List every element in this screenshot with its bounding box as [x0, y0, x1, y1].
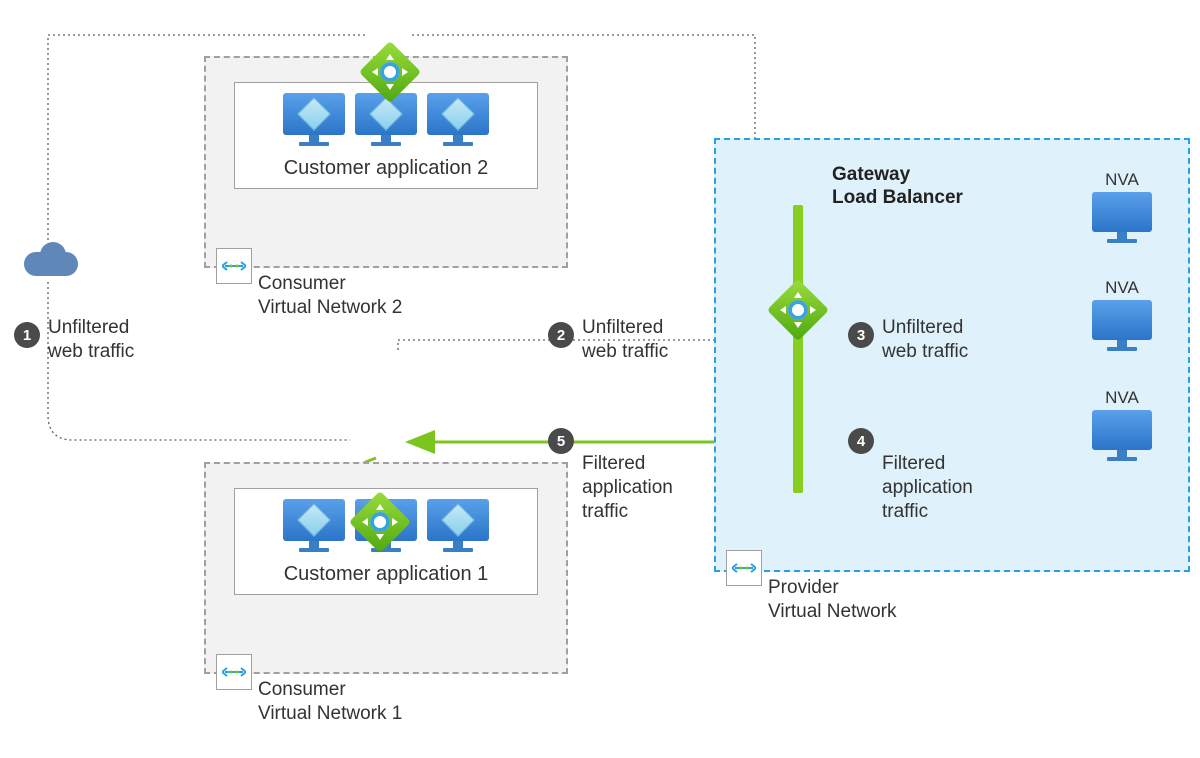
app2-vm-row	[247, 93, 525, 149]
vnet-icon	[216, 248, 252, 284]
app1-label: Customer application 1	[247, 563, 525, 586]
step-text-5: Filtered application traffic	[582, 452, 673, 523]
vm-icon	[427, 93, 489, 149]
step-badge-3: 3	[848, 322, 874, 348]
consumer-vnet-1: Customer application 1	[204, 462, 568, 674]
nva-label: NVA	[1092, 278, 1152, 298]
step-text-2: Unfiltered web traffic	[582, 316, 668, 364]
step-badge-5: 5	[548, 428, 574, 454]
vm-icon	[427, 499, 489, 555]
consumer-vnet-1-label: Consumer Virtual Network 1	[258, 678, 402, 726]
load-balancer-icon	[368, 50, 412, 94]
vnet-icon	[726, 550, 762, 586]
nva-2: NVA	[1092, 278, 1152, 355]
step-text-4: Filtered application traffic	[882, 452, 973, 523]
step-text-3: Unfiltered web traffic	[882, 316, 968, 364]
gateway-vertical-bar	[793, 205, 803, 493]
step-text-1: Unfiltered web traffic	[48, 316, 134, 364]
provider-vnet-label: Provider Virtual Network	[768, 576, 896, 624]
gateway-lb-title: Gateway Load Balancer	[832, 164, 963, 210]
gateway-load-balancer-icon	[776, 288, 820, 332]
nva-1: NVA	[1092, 170, 1152, 247]
load-balancer-icon	[358, 500, 402, 544]
step-badge-1: 1	[14, 322, 40, 348]
nva-3: NVA	[1092, 388, 1152, 465]
nva-label: NVA	[1092, 388, 1152, 408]
nva-label: NVA	[1092, 170, 1152, 190]
vm-icon	[355, 93, 417, 149]
vm-icon	[283, 499, 345, 555]
step-badge-2: 2	[548, 322, 574, 348]
app2-label: Customer application 2	[247, 157, 525, 180]
step-badge-4: 4	[848, 428, 874, 454]
vm-icon	[283, 93, 345, 149]
internet-cloud-icon	[24, 242, 78, 278]
consumer-vnet-2-label: Consumer Virtual Network 2	[258, 272, 402, 320]
vnet-icon	[216, 654, 252, 690]
